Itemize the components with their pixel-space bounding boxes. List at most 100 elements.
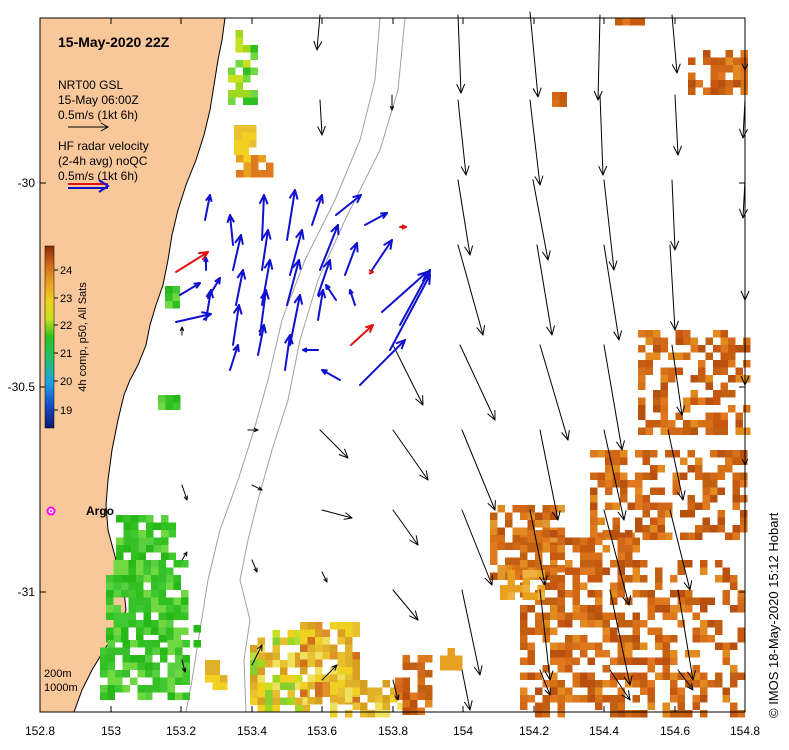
sst-pixel bbox=[330, 622, 338, 630]
sst-pixel bbox=[257, 697, 265, 705]
sst-pixel bbox=[161, 552, 169, 560]
sst-pixel bbox=[151, 597, 159, 605]
sst-pixel bbox=[243, 75, 251, 83]
sst-pixels-offshore bbox=[490, 18, 751, 718]
sst-pixel bbox=[735, 412, 743, 420]
sst-pixel bbox=[680, 472, 688, 480]
sst-pixel bbox=[250, 652, 258, 660]
sst-pixel bbox=[620, 480, 628, 488]
sst-pixel bbox=[627, 480, 635, 488]
sst-pixel bbox=[733, 80, 741, 88]
sst-pixel bbox=[138, 515, 146, 523]
sst-pixel bbox=[687, 450, 695, 458]
sst-pixel bbox=[165, 301, 173, 309]
sst-pixel bbox=[650, 472, 658, 480]
sst-pixel bbox=[515, 585, 523, 593]
sst-pixel bbox=[520, 552, 528, 560]
sst-pixel bbox=[402, 692, 410, 700]
sst-pixel bbox=[730, 575, 738, 583]
sst-pixel bbox=[725, 450, 733, 458]
sst-pixel bbox=[542, 597, 550, 605]
sst-pixel bbox=[733, 65, 741, 73]
sst-pixel bbox=[595, 552, 603, 560]
sst-pixel bbox=[655, 657, 663, 665]
sst-pixel bbox=[107, 685, 115, 693]
model-current-arrow bbox=[529, 509, 548, 586]
sst-pixel bbox=[722, 657, 730, 665]
model-current-arrow bbox=[321, 571, 328, 583]
model-current-arrow bbox=[603, 344, 625, 451]
sst-pixel bbox=[677, 710, 685, 718]
sst-pixel bbox=[572, 590, 580, 598]
sst-pixel bbox=[520, 537, 528, 545]
sst-pixel bbox=[610, 680, 618, 688]
sst-pixel bbox=[266, 170, 274, 178]
y-tick-label: -30 bbox=[18, 176, 36, 190]
sst-pixel bbox=[645, 367, 653, 375]
sst-pixel bbox=[565, 687, 573, 695]
sst-pixel bbox=[718, 65, 726, 73]
sst-pixel bbox=[580, 672, 588, 680]
model-current-arrow bbox=[593, 14, 603, 101]
model-current-arrow bbox=[609, 669, 631, 701]
model-current-arrow bbox=[457, 179, 474, 256]
sst-pixel bbox=[295, 637, 303, 645]
sst-pixel bbox=[257, 645, 265, 653]
sst-pixel bbox=[705, 397, 713, 405]
sst-pixel bbox=[625, 672, 633, 680]
sst-pixel bbox=[173, 402, 181, 410]
sst-pixel bbox=[557, 695, 565, 703]
sst-pixel bbox=[698, 345, 706, 353]
sst-pixel bbox=[425, 670, 433, 678]
sst-pixel bbox=[617, 545, 625, 553]
sst-pixel bbox=[647, 665, 655, 673]
sst-pixel bbox=[690, 397, 698, 405]
sst-pixel bbox=[610, 612, 618, 620]
sst-pixel bbox=[330, 682, 338, 690]
sst-pixel bbox=[265, 660, 273, 668]
model-current-arrow bbox=[603, 244, 623, 341]
sst-pixel bbox=[617, 537, 625, 545]
sst-pixel bbox=[107, 647, 115, 655]
sst-pixel bbox=[725, 50, 733, 58]
sst-pixel bbox=[572, 680, 580, 688]
model-current-arrow bbox=[389, 94, 395, 111]
sst-pixel bbox=[602, 650, 610, 658]
sst-pixel bbox=[557, 680, 565, 688]
sst-pixel bbox=[181, 597, 189, 605]
sst-pixel bbox=[702, 517, 710, 525]
sst-pixel bbox=[337, 652, 345, 660]
sst-pixel bbox=[100, 662, 108, 670]
sst-pixel bbox=[272, 682, 280, 690]
model-current-arrow bbox=[461, 589, 483, 676]
sst-pixel bbox=[587, 575, 595, 583]
sst-pixel bbox=[717, 487, 725, 495]
sst-pixel bbox=[145, 692, 153, 700]
radar-velocity-arrow bbox=[321, 369, 341, 381]
sst-pixel bbox=[677, 620, 685, 628]
sst-pixel bbox=[625, 575, 633, 583]
sst-pixel bbox=[138, 537, 146, 545]
sst-pixel bbox=[146, 515, 154, 523]
sst-pixel bbox=[632, 672, 640, 680]
sst-pixel bbox=[703, 57, 711, 65]
sst-pixel bbox=[627, 502, 635, 510]
sst-pixel bbox=[710, 65, 718, 73]
sst-pixel bbox=[168, 522, 176, 530]
sst-pixel bbox=[121, 567, 129, 575]
sst-pixel bbox=[352, 702, 360, 710]
sst-pixel bbox=[447, 663, 455, 671]
sst-pixel bbox=[580, 635, 588, 643]
sst-pixel bbox=[702, 480, 710, 488]
sst-pixel bbox=[740, 510, 748, 518]
sst-pixel bbox=[655, 575, 663, 583]
sst-pixel bbox=[116, 515, 124, 523]
sst-pixel bbox=[123, 530, 131, 538]
sst-pixel bbox=[677, 597, 685, 605]
sst-pixel bbox=[166, 635, 174, 643]
sst-pixel bbox=[705, 352, 713, 360]
sst-pixel bbox=[250, 52, 258, 60]
sst-pixel bbox=[743, 337, 751, 345]
sst-pixel bbox=[250, 45, 258, 53]
sst-pixel bbox=[710, 57, 718, 65]
